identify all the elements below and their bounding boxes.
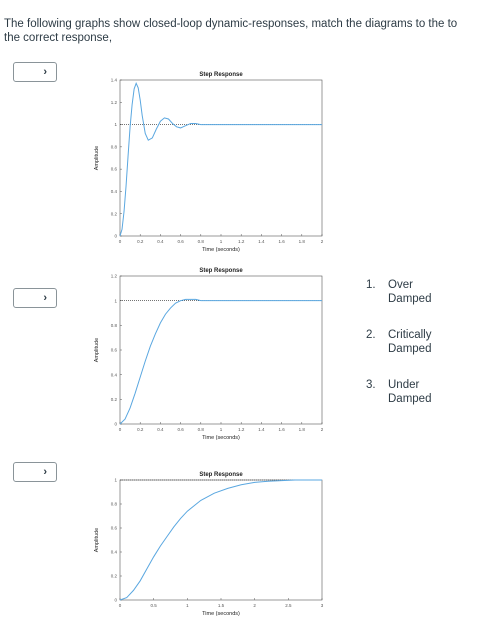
x-tick-label: 1.4 <box>258 427 265 432</box>
chart-title: Step Response <box>199 72 243 78</box>
y-tick-label: 0.6 <box>111 348 118 353</box>
y-tick-label: 0.4 <box>111 372 118 377</box>
x-tick-label: 1 <box>220 427 223 432</box>
x-tick-label: 0.4 <box>157 239 164 244</box>
y-tick-label: 0.6 <box>111 526 118 531</box>
option-number: 1. <box>366 279 376 291</box>
y-tick-label: 0 <box>114 234 117 239</box>
step-response-plot-2: Step Response 0 0.2 0.4 0.6 0.8 1 1.2 1.4 1.6 1.8 2… <box>80 262 330 441</box>
chart-svg: Step Response 0 0.2 0.4 0.6 0.8 1 1.2 1.4 1.6 1.8 2… <box>94 268 324 441</box>
x-tick-label: 1.4 <box>258 239 265 244</box>
y-tick-label: 0.8 <box>111 144 118 149</box>
option-item: 3. Under Damped <box>366 378 478 406</box>
response-dropdown-3[interactable]: › <box>13 462 57 482</box>
x-tick-label: 2.5 <box>285 603 292 608</box>
response-curve <box>119 479 322 601</box>
y-tick-label: 1.2 <box>111 100 118 105</box>
chart-svg: Step Response 0 0.2 0.4 0.6 0.8 1 1.2 1.4 1.6 1.8 2… <box>94 72 324 253</box>
x-tick-label: 0.6 <box>177 427 184 432</box>
y-tick-label: 1 <box>114 478 117 483</box>
y-axis-label: Amplitude <box>94 146 100 170</box>
y-tick-label: 0.2 <box>111 211 118 216</box>
x-tick-label: 0.2 <box>137 239 144 244</box>
x-tick-label: 2 <box>253 603 256 608</box>
response-dropdown-1[interactable]: › <box>13 62 57 82</box>
x-tick-label: 0.5 <box>151 603 158 608</box>
x-tick-label: 0.4 <box>157 427 164 432</box>
response-curve <box>119 82 322 237</box>
x-tick-label: 0.8 <box>198 239 205 244</box>
x-tick-label: 3 <box>321 603 324 608</box>
response-curve <box>119 298 322 425</box>
y-tick-label: 0 <box>114 422 117 427</box>
chevron-down-icon: › <box>43 466 47 478</box>
y-tick-label: 0.8 <box>111 323 118 328</box>
x-tick-label: 1.6 <box>278 427 285 432</box>
x-axis-label: Time (seconds) <box>202 611 240 617</box>
y-tick-label: 0 <box>114 598 117 603</box>
x-tick-label: 0 <box>119 603 122 608</box>
option-label: Critically Damped <box>388 329 432 355</box>
step-response-plot-1: Step Response 0 0.2 0.4 0.6 0.8 1 1.2 1.4 1.6 1.8 2… <box>80 68 330 253</box>
plot-area <box>119 479 323 601</box>
y-tick-label: 0.2 <box>111 574 118 579</box>
x-tick-label: 2 <box>321 239 324 244</box>
y-tick-label: 0.6 <box>111 167 118 172</box>
x-tick-label: 1.8 <box>299 239 306 244</box>
y-tick-label: 1.2 <box>111 274 118 279</box>
y-tick-label: 0.4 <box>111 550 118 555</box>
plot-area <box>119 79 323 237</box>
step-response-plot-3: Step Response 0 0.5 1 1.5 2 2.5 3 0 0.2 0.4 0.6 0.8 1… <box>80 466 330 617</box>
y-axis-label: Amplitude <box>94 528 100 552</box>
option-number: 2. <box>366 329 376 341</box>
y-tick-label: 0.4 <box>111 189 118 194</box>
option-number: 3. <box>366 379 376 391</box>
x-tick-label: 1.2 <box>238 427 245 432</box>
x-tick-label: 1.8 <box>299 427 306 432</box>
chart-svg: Step Response 0 0.5 1 1.5 2 2.5 3 0 0.2 0.4 0.6 0.8 1… <box>94 472 324 617</box>
chart-title: Step Response <box>199 268 243 274</box>
x-tick-label: 1.2 <box>238 239 245 244</box>
x-axis-label: Time (seconds) <box>202 435 240 441</box>
x-tick-label: 0.2 <box>137 427 144 432</box>
y-tick-label: 0.8 <box>111 502 118 507</box>
y-tick-label: 0.2 <box>111 397 118 402</box>
y-tick-label: 1 <box>114 298 117 303</box>
answer-options: 1. Over Damped 2. Critically Damped 3. Und… <box>366 278 478 428</box>
y-tick-label: 1.4 <box>111 78 118 83</box>
chart-title: Step Response <box>199 472 243 478</box>
x-tick-label: 0 <box>119 427 122 432</box>
y-axis-label: Amplitude <box>94 338 100 362</box>
x-tick-label: 1.6 <box>278 239 285 244</box>
x-tick-label: 1 <box>220 239 223 244</box>
x-tick-label: 1.5 <box>218 603 225 608</box>
y-tick-label: 1 <box>114 122 117 127</box>
option-label: Over Damped <box>388 279 432 305</box>
x-tick-label: 0.6 <box>177 239 184 244</box>
option-item: 2. Critically Damped <box>366 328 478 356</box>
question-text: The following graphs show closed-loop dy… <box>4 17 458 44</box>
x-tick-label: 1 <box>186 603 189 608</box>
x-tick-label: 0 <box>119 239 122 244</box>
plot-area <box>119 275 323 425</box>
response-dropdown-2[interactable]: › <box>13 288 57 308</box>
x-axis-label: Time (seconds) <box>202 247 240 253</box>
option-label: Under Damped <box>388 379 432 405</box>
x-tick-label: 0.8 <box>198 427 205 432</box>
option-item: 1. Over Damped <box>366 278 478 306</box>
chevron-down-icon: › <box>43 292 47 304</box>
chevron-down-icon: › <box>43 66 47 78</box>
x-tick-label: 2 <box>321 427 324 432</box>
